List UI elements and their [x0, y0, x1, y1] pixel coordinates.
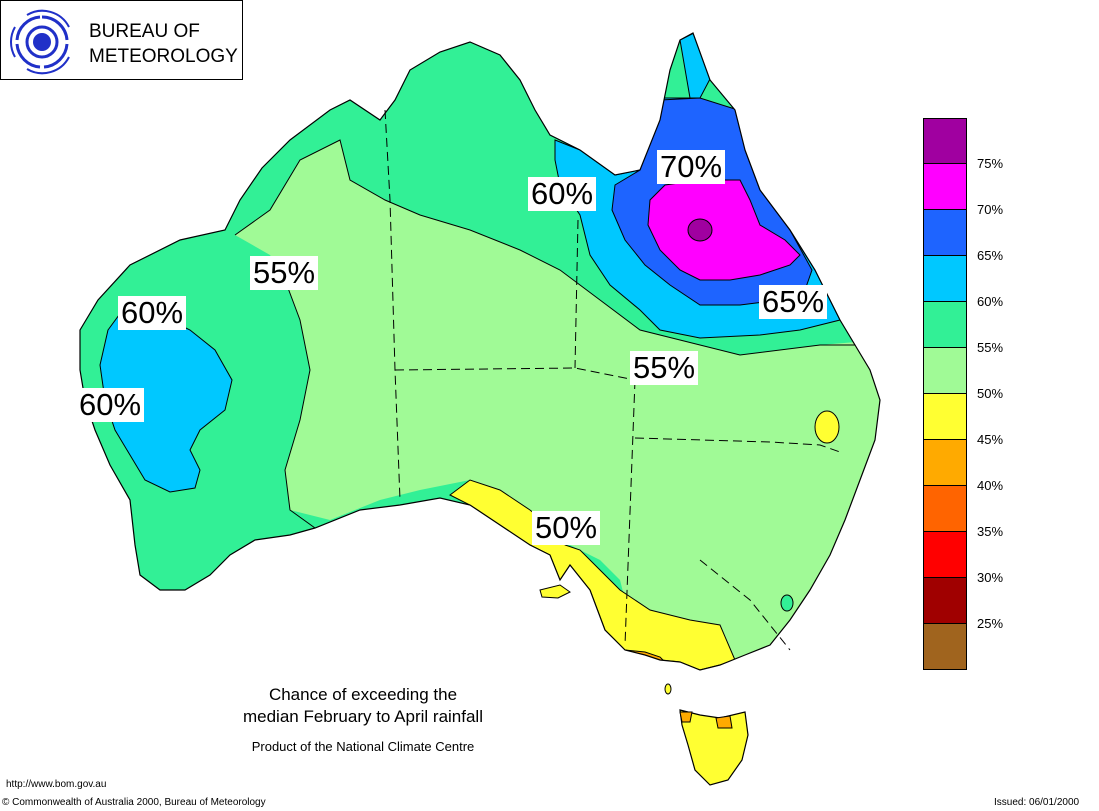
legend-swatch: [923, 348, 967, 394]
map-caption-title: Chance of exceeding the median February …: [208, 684, 518, 728]
legend-swatch: [923, 118, 967, 164]
legend-swatch: [923, 532, 967, 578]
zone-50pct: [235, 140, 880, 660]
legend-label: 30%: [977, 570, 1004, 585]
mainland-outline: [79, 32, 881, 671]
footer-issued: Issued: 06/01/2000: [994, 797, 1080, 808]
legend-swatch: [923, 302, 967, 348]
legend-label: 50%: [977, 386, 1004, 401]
legend-label: 60%: [977, 294, 1004, 309]
legend-label: 55%: [977, 340, 1004, 355]
legend-swatch: [923, 164, 967, 210]
region-label-nw: 55%: [250, 256, 319, 290]
legend-label: 40%: [977, 478, 1004, 493]
legend-label: 65%: [977, 248, 1004, 263]
region-label-south: 50%: [532, 511, 601, 545]
zone-45pct-nsw: [814, 410, 840, 444]
kangaroo-island: [539, 584, 571, 599]
bom-logo: BUREAU OF METEOROLOGY: [0, 0, 243, 80]
legend-swatch: [923, 624, 967, 670]
region-label-wa-north: 60%: [118, 296, 187, 330]
region-label-qld-70: 70%: [657, 150, 726, 184]
legend-swatch: [923, 486, 967, 532]
zone-boundaries: [234, 139, 855, 529]
logo-line-2: METEOROLOGY: [89, 46, 238, 67]
legend-swatch: [923, 394, 967, 440]
footer-copyright: © Commonwealth of Australia 2000, Bureau…: [2, 797, 266, 808]
region-label-wa-south: 60%: [76, 388, 145, 422]
zone-55pct-coast: [780, 594, 794, 612]
region-label-qld-65: 65%: [759, 285, 828, 319]
legend-label: 45%: [977, 432, 1004, 447]
legend-label: 35%: [977, 524, 1004, 539]
region-label-qld-60: 60%: [528, 177, 597, 211]
caption-line-2: median February to April rainfall: [242, 707, 483, 726]
tasmania-orange-2: [715, 715, 733, 729]
legend-swatch: [923, 440, 967, 486]
bom-logo-text: BUREAU OF METEOROLOGY: [89, 19, 238, 69]
legend-label: 75%: [977, 156, 1004, 171]
zone-75pct-qld: [687, 218, 713, 242]
state-borders: [384, 109, 841, 651]
footer-url[interactable]: http://www.bom.gov.au: [6, 779, 107, 790]
tasmania-orange: [679, 711, 693, 723]
caption-line-1: Chance of exceeding the: [268, 685, 458, 704]
legend-swatch: [923, 578, 967, 624]
bom-swirl-icon: [10, 9, 70, 75]
region-label-central: 55%: [630, 351, 699, 385]
flinders-island: [664, 683, 672, 695]
legend-swatch: [923, 256, 967, 302]
legend-label: 25%: [977, 616, 1004, 631]
caption-subtitle: Product of the National Climate Centre: [251, 739, 475, 754]
legend-swatch: [923, 210, 967, 256]
logo-line-1: BUREAU OF: [89, 21, 200, 42]
legend-label: 70%: [977, 202, 1004, 217]
